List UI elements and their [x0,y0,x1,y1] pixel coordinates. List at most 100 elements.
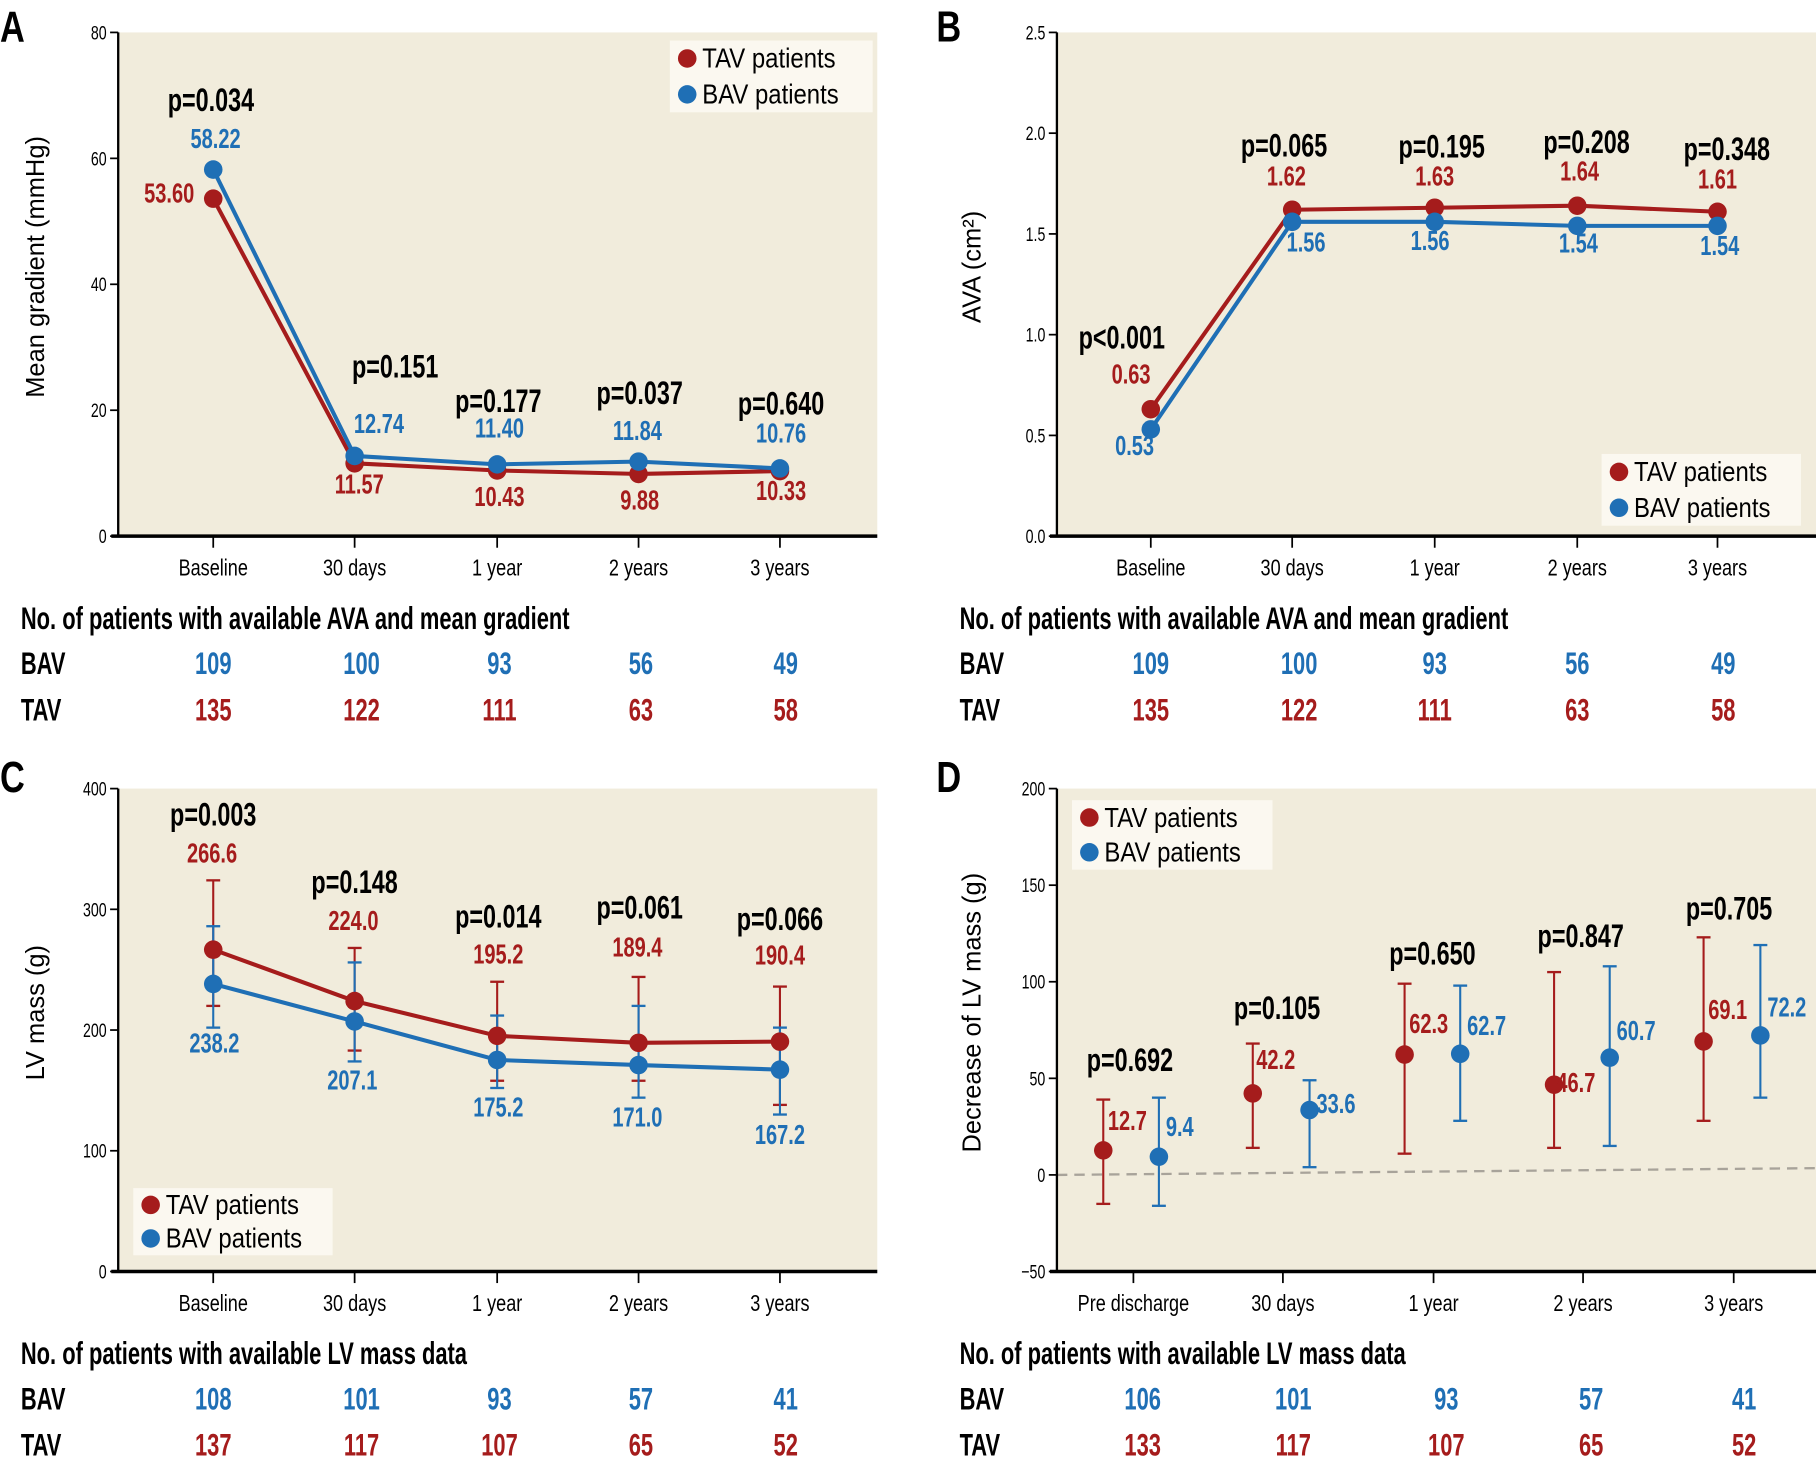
data-label-tav: 46.7 [1556,1068,1595,1099]
p-value: p=0.003 [170,796,256,833]
panel-a: A 0 20 40 60 80 Mean gradient (mmHg) Baseline 30… [0,3,878,727]
data-label-tav: 69.1 [1708,995,1747,1026]
data-point-bav [1282,212,1302,232]
data-label-bav: 58.22 [191,124,241,155]
legend-label-tav: TAV patients [166,1191,299,1221]
y-tick-label: 100 [1022,970,1046,993]
legend-marker-tav [1080,808,1099,827]
data-point-bav [345,1012,364,1031]
table-cell-bav: 100 [1281,646,1318,681]
data-label-tav: 266.6 [187,839,237,870]
x-tick-label: 3 years [750,555,809,581]
table-cell-tav: 133 [1124,1428,1161,1463]
table-cell-bav: 57 [1579,1381,1603,1416]
legend-box [133,1188,333,1256]
table-cell-tav: 63 [629,692,653,727]
table-cell-tav: 58 [774,692,798,727]
table-cell-tav: 122 [1281,692,1318,727]
y-tick-label: 0 [99,1260,107,1283]
table-cell-tav: 65 [1579,1428,1603,1463]
data-point-bav [203,974,223,994]
table-cell-bav: 93 [487,646,511,681]
p-value: p=0.105 [1234,989,1320,1026]
data-point-tav [345,991,364,1011]
table-cell-bav: 41 [774,1381,798,1416]
data-label-bav: 9.4 [1166,1112,1194,1143]
table-cell-tav: 65 [629,1428,653,1463]
data-label-tav: 9.88 [620,485,659,516]
table-cell-bav: 108 [195,1381,232,1416]
x-tick-label: 1 year [472,555,522,581]
x-tick-label: 3 years [1688,555,1747,581]
table-cell-tav: 107 [481,1428,518,1463]
data-point-bav [345,446,364,466]
p-value: p=0.208 [1543,123,1629,160]
table-cell-bav: 41 [1732,1381,1756,1416]
legend-marker-bav [141,1229,160,1248]
x-tick-label: 1 year [1410,555,1460,581]
x-tick-label: 30 days [1251,1291,1314,1317]
legend-marker-tav [141,1195,160,1215]
data-point-bav [629,1055,648,1075]
panel-letter: B [936,3,961,52]
table-cell-tav: 135 [195,692,232,727]
p-value: p=0.148 [311,863,397,900]
y-tick-label: 400 [83,777,107,800]
data-label-tav: 224.0 [328,906,378,937]
table-cell-tav: 137 [195,1428,232,1463]
p-value: p=0.151 [352,348,438,385]
legend-label-tav: TAV patients [1104,803,1237,833]
data-label-tav: 195.2 [473,939,523,970]
p-value: p=0.066 [737,900,823,937]
y-tick-label: 0 [99,525,107,548]
table-cell-tav: 52 [774,1428,798,1463]
p-value: p=0.640 [738,385,824,422]
data-point-tav [203,189,223,208]
y-tick-label: 200 [1022,777,1046,800]
y-tick-label: 2.0 [1026,122,1046,145]
data-point-tav [203,940,223,959]
data-point-bav [203,160,223,179]
panel-letter: D [936,753,961,802]
data-label-tav: 53.60 [144,179,194,210]
legend-marker-tav [1609,462,1629,482]
legend-label-bav: BAV patients [1634,493,1770,523]
y-tick-label: 0.5 [1026,424,1046,447]
table-cell-tav: 111 [482,692,516,727]
data-point-tav [487,1026,507,1046]
table-cell-bav: 49 [1711,646,1735,681]
legend-label-tav: TAV patients [702,44,835,74]
legend-box [1601,453,1801,526]
p-value: p=0.650 [1389,935,1475,972]
panel-c: C 0 100 200 300 400 LV mass (g) Baseline 30 days… [0,753,878,1463]
data-point-tav [1694,1032,1713,1051]
data-label-tav: 1.62 [1267,161,1306,192]
x-tick-label: Baseline [179,555,248,581]
table-row-label-bav: BAV [21,1381,66,1416]
table-row-label-bav: BAV [960,1381,1005,1416]
data-point-tav [1141,399,1161,419]
legend-box [1071,800,1273,870]
panel-d: D −50 0 50 100 150 200 Decrease of LV mass (g) P… [936,753,1816,1463]
x-tick-label: 30 days [323,555,386,581]
data-label-bav: 72.2 [1767,993,1806,1024]
patient-table-title: No. of patients with available AVA and m… [21,601,570,636]
x-tick-label: Baseline [179,1291,248,1317]
table-cell-bav: 93 [1434,1381,1458,1416]
x-tick-label: 1 year [472,1291,522,1317]
table-cell-tav: 117 [1276,1428,1311,1463]
x-tick-label: 30 days [323,1291,386,1317]
legend-marker-bav [677,85,697,104]
x-tick-label: 2 years [609,555,668,581]
data-label-tav: 11.57 [335,469,384,500]
zero-reference-line [1056,1166,1816,1177]
y-tick-label: 60 [91,147,107,170]
data-label-tav: 190.4 [755,941,806,972]
table-cell-tav: 52 [1732,1428,1756,1463]
legend-label-bav: BAV patients [1104,838,1240,868]
data-point-tav [770,1032,790,1051]
table-row-label-tav: TAV [21,1428,62,1463]
data-label-bav: 11.84 [613,416,662,447]
